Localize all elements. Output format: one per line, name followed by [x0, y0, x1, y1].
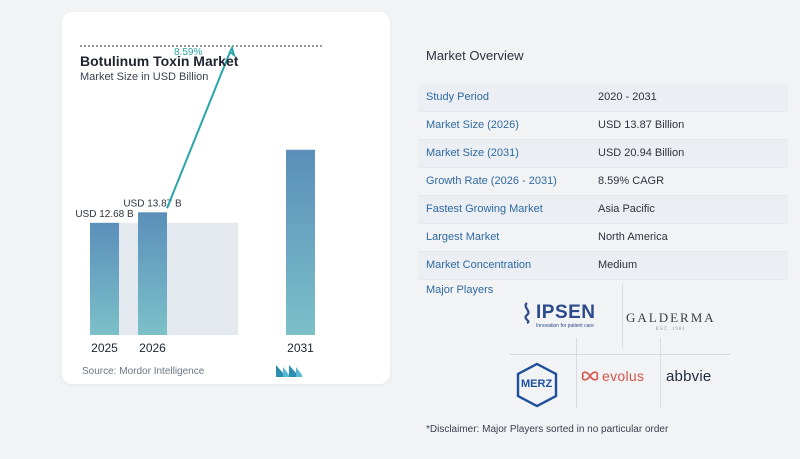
merz-wordmark: MERZ [521, 378, 553, 390]
overview-label: Market Size (2026) [426, 119, 519, 131]
data-label-2026: USD 13.87 B [123, 198, 182, 209]
market-overview-panel: Market Overview Study Period 2020 - 2031… [414, 0, 800, 459]
ipsen-wordmark: IPSEN [536, 302, 596, 323]
overview-value: USD 20.94 Billion [598, 147, 685, 159]
overview-row: Growth Rate (2026 - 2031) 8.59% CAGR [418, 168, 788, 196]
disclaimer-text: *Disclaimer: Major Players sorted in no … [426, 424, 669, 435]
overview-label: Fastest Growing Market [426, 203, 543, 215]
bar-2031 [286, 149, 315, 335]
ipsen-mark-icon [524, 302, 530, 324]
evolus-wordmark: evolus [602, 368, 645, 384]
overview-row: Market Concentration Medium [418, 252, 788, 280]
mordor-logo-icon [276, 365, 302, 377]
overview-row: Study Period 2020 - 2031 [418, 84, 788, 112]
galderma-est: EST. 1981 [655, 327, 686, 332]
overview-value: Medium [598, 259, 638, 271]
x-tick-2031: 2031 [287, 341, 314, 355]
merz-hexagon-icon [516, 362, 558, 408]
bar-2025 [90, 222, 119, 335]
overview-value: 2020 - 2031 [598, 91, 657, 103]
data-label-2025: USD 12.68 B [75, 209, 134, 220]
divider [510, 354, 730, 355]
cagr-arrow-line [166, 45, 236, 209]
x-tick-2025: 2025 [91, 341, 118, 355]
evolus-mark-icon [581, 371, 599, 381]
overview-row: Market Size (2031) USD 20.94 Billion [418, 140, 788, 168]
overview-label: Study Period [426, 91, 489, 103]
overview-value: Asia Pacific [598, 203, 655, 215]
overview-value: 8.59% CAGR [598, 175, 665, 187]
divider [660, 338, 661, 408]
abbvie-wordmark: abbvie [666, 368, 712, 385]
major-players-logos: IPSEN Innovation for patient care GALDER… [510, 284, 730, 410]
galderma-wordmark: GALDERMA [626, 310, 716, 325]
cagr-annotation: 8.59% [174, 47, 202, 58]
overview-label: Largest Market [426, 231, 500, 243]
overview-row: Market Size (2026) USD 13.87 Billion [418, 112, 788, 140]
abbvie-logo: abbvie [666, 368, 711, 385]
overview-label: Market Size (2031) [426, 147, 519, 159]
galderma-logo: GALDERMA EST. 1981 [626, 310, 716, 332]
overview-value: North America [598, 231, 668, 243]
overview-table: Study Period 2020 - 2031 Market Size (20… [418, 84, 788, 280]
divider [622, 284, 623, 348]
chart-title: Botulinum Toxin Market [80, 53, 239, 69]
divider [576, 338, 577, 408]
chart-subtitle: Market Size in USD Billion [80, 71, 209, 83]
ipsen-tagline: Innovation for patient care [536, 323, 594, 329]
major-players-title: Major Players [426, 284, 494, 296]
overview-row: Largest Market North America [418, 224, 788, 252]
chart-card: USD 12.68 B USD 13.87 B 2025 2026 2031 8.59… [62, 12, 390, 384]
overview-label: Growth Rate (2026 - 2031) [426, 175, 557, 187]
overview-row: Fastest Growing Market Asia Pacific [418, 196, 788, 224]
overview-title: Market Overview [426, 48, 524, 63]
overview-label: Market Concentration [426, 259, 532, 271]
x-tick-2026: 2026 [139, 341, 166, 355]
overview-value: USD 13.87 Billion [598, 119, 685, 131]
source-text: Source: Mordor Intelligence [82, 366, 205, 377]
bar-2026 [138, 212, 167, 335]
